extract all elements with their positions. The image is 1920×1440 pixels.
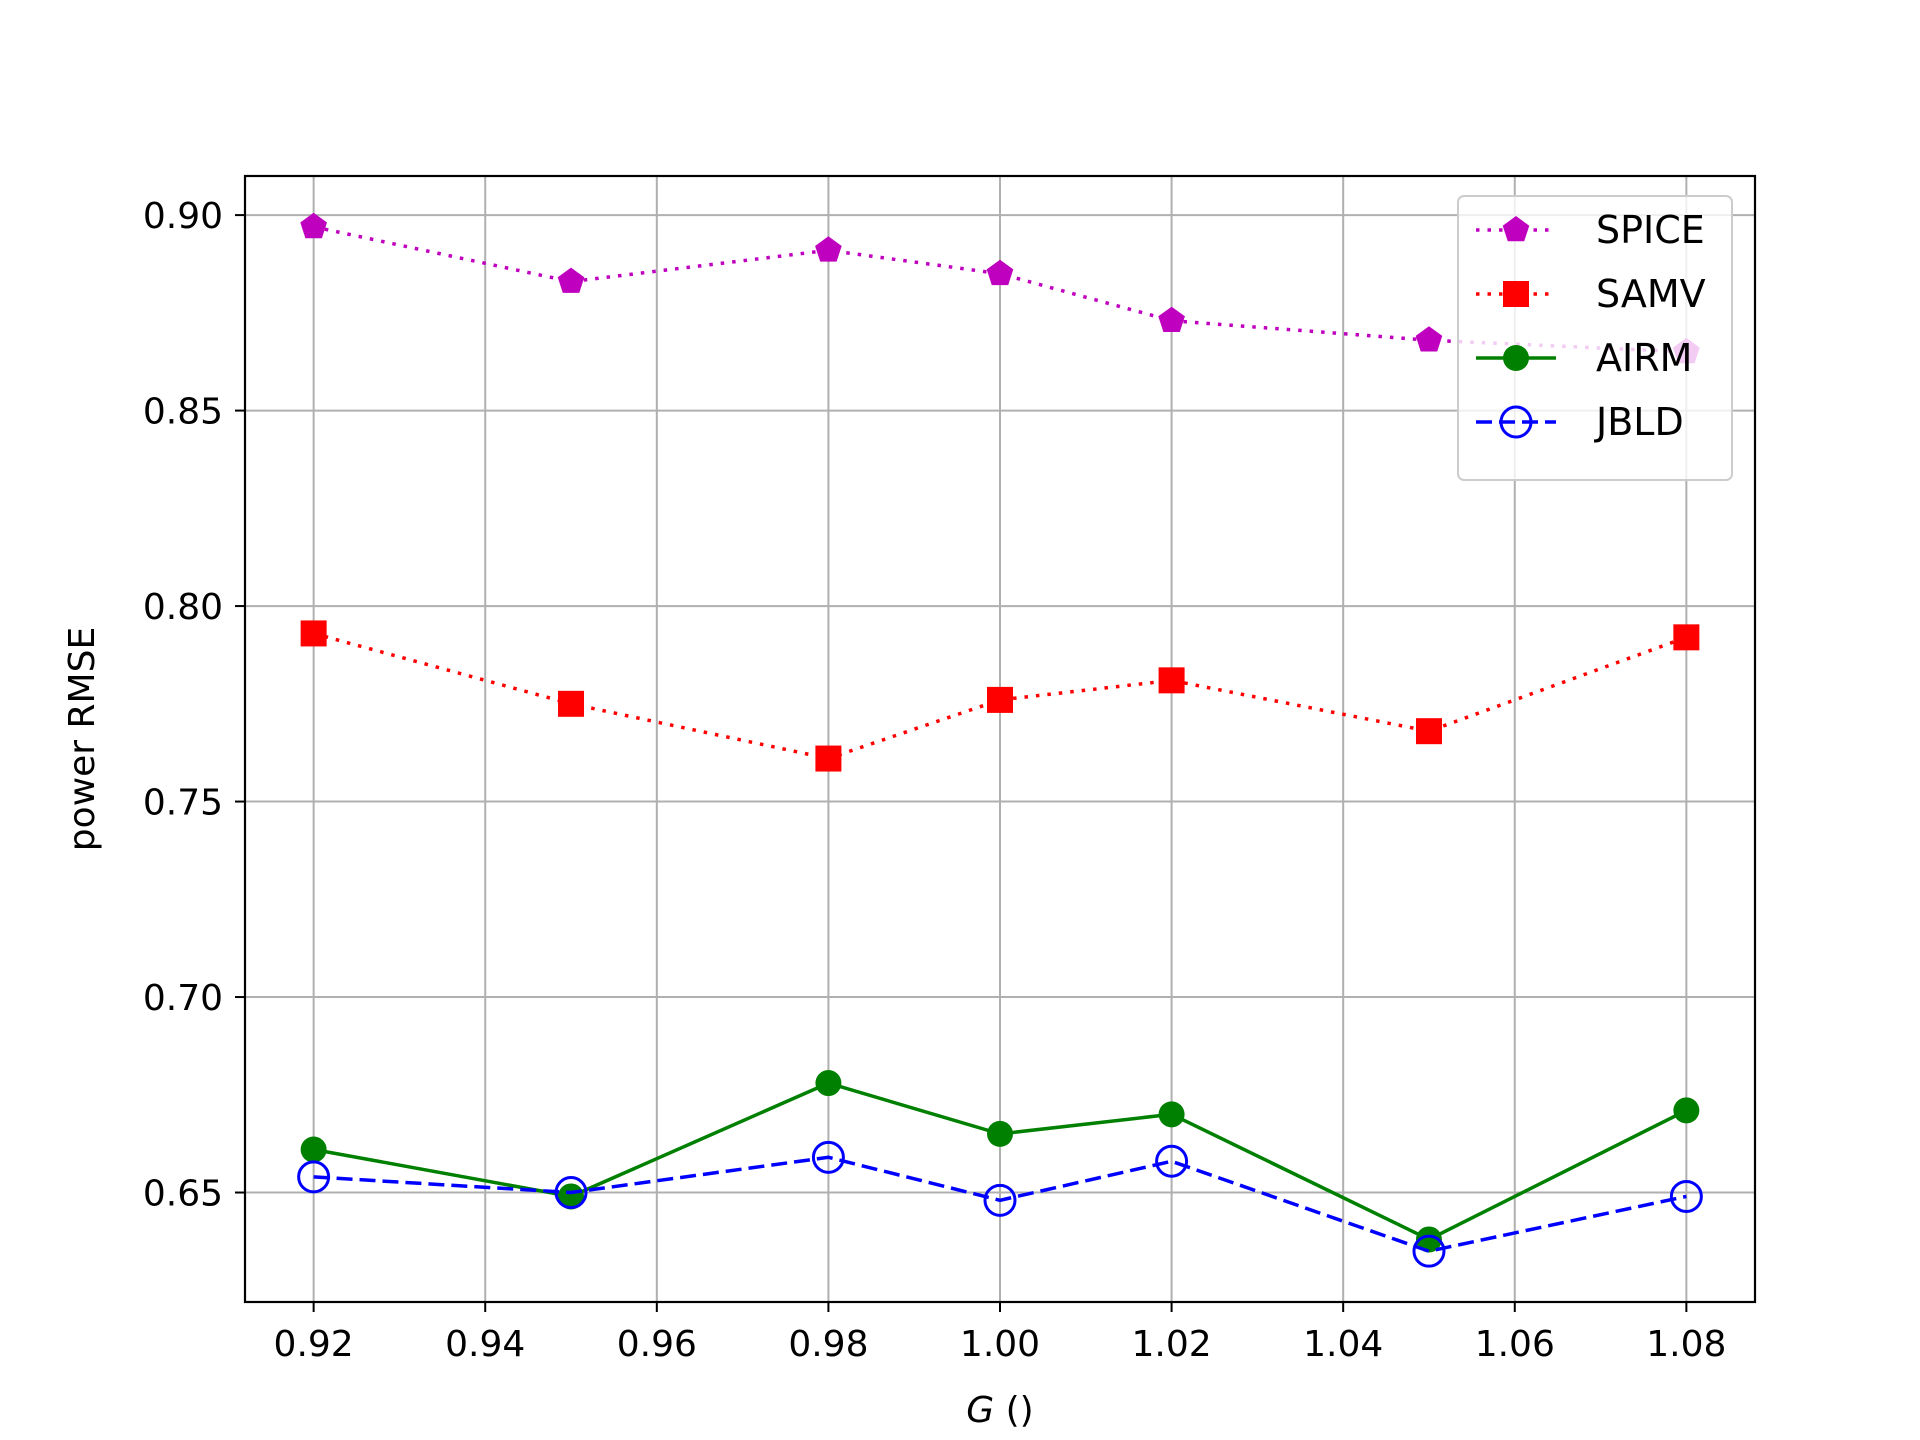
legend-marker-samv: [1503, 281, 1529, 307]
ticks: 0.92 0.94 0.96 0.98 1.00 1.02 1.04 1.06 1.08 0.65…: [143, 196, 1727, 1365]
x-tick-label: 1.08: [1646, 1324, 1726, 1365]
data-point-jbld: [983, 1183, 1017, 1217]
series-airm: [300, 1070, 1700, 1253]
y-tick-label: 0.65: [143, 1174, 223, 1215]
data-point-samv: [300, 620, 327, 647]
legend-label-samv: SAMV: [1596, 272, 1706, 316]
data-point-spice: [986, 259, 1014, 286]
data-point-samv: [1158, 667, 1185, 694]
series-jbld: [297, 1140, 1703, 1268]
data-point-airm: [1673, 1097, 1700, 1124]
x-axis-symbol: G: [966, 1390, 994, 1431]
y-tick-label: 0.80: [143, 587, 223, 628]
y-tick-label: 0.90: [143, 196, 223, 237]
data-point-jbld: [1669, 1179, 1703, 1213]
legend-label-airm: AIRM: [1596, 336, 1692, 380]
x-tick-label: 1.06: [1475, 1324, 1555, 1365]
data-point-jbld: [297, 1160, 331, 1194]
legend-marker-jbld: [1499, 405, 1533, 439]
x-tick-label: 1.02: [1132, 1324, 1212, 1365]
legend-box: [1457, 195, 1733, 481]
y-axis-label: power RMSE: [62, 627, 103, 851]
data-point-samv: [815, 745, 842, 772]
legend-marker-airm: [1503, 345, 1529, 371]
data-point-airm: [987, 1120, 1013, 1147]
data-point-airm: [300, 1136, 327, 1163]
x-axis-label: G (): [966, 1390, 1033, 1431]
y-tick-label: 0.75: [143, 783, 223, 824]
legend: SPICE SAMV AIRM JBLD: [1457, 195, 1733, 481]
data-point-spice: [1415, 326, 1443, 352]
data-point-jbld: [811, 1140, 845, 1174]
x-tick-label: 1.04: [1303, 1324, 1383, 1365]
x-tick-label: 0.98: [788, 1324, 868, 1365]
x-tick-label: 0.92: [274, 1324, 354, 1365]
series-layer: [297, 212, 1703, 1268]
series-samv: [300, 620, 1700, 772]
data-point-airm: [1415, 1226, 1442, 1253]
data-point-samv: [987, 686, 1013, 713]
y-tick-label: 0.70: [143, 978, 223, 1019]
data-point-jbld: [1412, 1234, 1446, 1268]
legend-label-spice: SPICE: [1596, 208, 1705, 252]
data-point-spice: [557, 267, 585, 293]
legend-label-jbld: JBLD: [1594, 400, 1684, 444]
y-tick-label: 0.85: [143, 392, 223, 433]
data-point-spice: [815, 236, 842, 262]
legend-marker-spice: [1502, 216, 1530, 242]
series-line-jbld: [313, 1155, 1687, 1254]
data-point-airm: [1158, 1101, 1185, 1128]
data-point-airm: [815, 1070, 842, 1097]
data-point-samv: [1673, 624, 1700, 651]
data-point-samv: [1415, 718, 1442, 745]
x-axis-unit: (): [994, 1390, 1034, 1431]
x-tick-label: 0.96: [617, 1324, 697, 1365]
x-tick-label: 1.00: [960, 1324, 1040, 1365]
x-tick-label: 0.94: [445, 1324, 525, 1365]
data-point-jbld: [1155, 1144, 1189, 1178]
data-point-jbld: [554, 1176, 588, 1210]
data-point-spice: [1158, 306, 1185, 332]
data-point-spice: [300, 212, 327, 239]
data-point-samv: [558, 690, 585, 717]
